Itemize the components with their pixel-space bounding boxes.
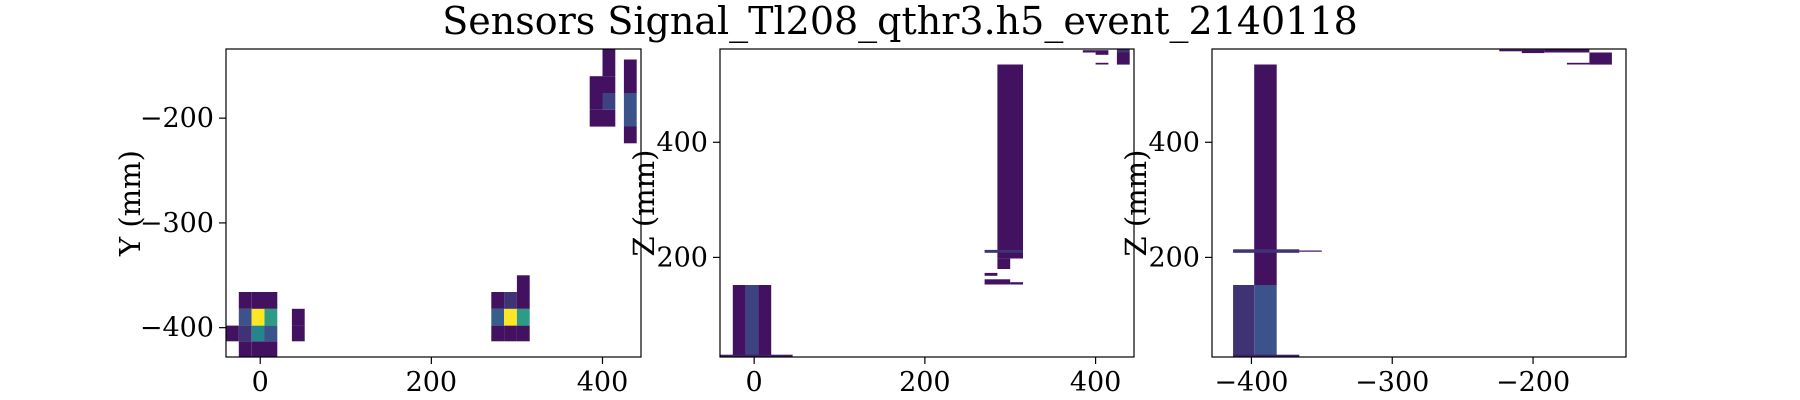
panel-xz-cell-6 — [997, 258, 1011, 269]
panel-xz-cell-0 — [732, 285, 746, 357]
panel-xz-xtick-label-0: 0 — [746, 367, 763, 398]
panel-xy-cell-22 — [516, 308, 530, 326]
panel-xy-ylabel: Y (mm) — [113, 150, 147, 257]
panel-xy-cell-10 — [264, 325, 278, 342]
panel-xy-cell-7 — [251, 308, 265, 326]
panel-xy-cell-17 — [491, 292, 505, 309]
panel-xz-cell-12 — [1095, 62, 1109, 65]
panel-xy-cell-8 — [251, 292, 265, 309]
panel-xz-cell-8 — [984, 279, 1011, 285]
panel-yz-cell-10 — [1589, 52, 1612, 65]
panel-yz-cell-6 — [1499, 49, 1522, 52]
panel-xz-cells — [720, 49, 1130, 357]
panel-xy-cell-14 — [291, 308, 305, 326]
panel-xy-cell-34 — [623, 59, 637, 93]
panel-xz-cell-9 — [1010, 282, 1023, 285]
panel-xy-xtick-label-1: 200 — [406, 367, 458, 398]
panel-xz-ylabel: Z (mm) — [627, 150, 661, 257]
panel-xz-ticks: 0 200 400 200 400 — [656, 127, 1121, 398]
panel-xy-ytick-label-2: −400 — [140, 313, 214, 344]
panel-xy-cell-30 — [602, 76, 616, 93]
panel-xy-cell-31 — [602, 49, 616, 77]
panel-xy-cell-18 — [504, 325, 517, 342]
panel-yz-cell-1 — [1254, 285, 1277, 357]
panel-yz-cell-8 — [1544, 49, 1590, 53]
panel-xy-xtick-label-0: 0 — [252, 367, 269, 398]
panel-xy: Y (mm) 0 200 400 −200 −300 −400 — [113, 48, 642, 398]
panel-xy-cell-28 — [602, 109, 616, 127]
panel-yz-xtick-label-0: −400 — [1214, 367, 1288, 398]
panel-yz-cells — [1233, 49, 1612, 357]
panel-xy-cell-15 — [491, 325, 505, 342]
panel-yz-xtick-label-1: −300 — [1355, 367, 1429, 398]
panel-xy-cell-23 — [516, 292, 530, 309]
panel-xz-cell-2 — [758, 285, 772, 357]
panel-xy-cell-9 — [264, 341, 278, 357]
panel-xy-cell-19 — [504, 308, 517, 326]
panel-xz-cell-10 — [1082, 50, 1096, 53]
panel-yz-cell-7 — [1521, 49, 1545, 54]
panel-xy-cell-21 — [516, 325, 530, 342]
panel-xy-frame — [225, 48, 642, 358]
panel-yz-cell-2 — [1254, 64, 1277, 285]
panel-xz-cell-7 — [984, 272, 998, 276]
panel-xz-cell-4 — [997, 64, 1023, 259]
panel-xz-cell-1 — [745, 285, 759, 357]
panel-xy-cell-33 — [623, 93, 637, 127]
panel-xy-ticks: 0 200 400 −200 −300 −400 — [140, 103, 628, 398]
panel-yz-ylabel: Z (mm) — [1119, 150, 1153, 257]
panel-xz-cell-3 — [720, 354, 793, 357]
panel-xy-xtick-label-2: 400 — [577, 367, 629, 398]
panel-xy-cell-16 — [491, 308, 505, 326]
panel-xy-cell-25 — [589, 109, 603, 127]
panel-yz-xtick-label-2: −200 — [1496, 367, 1570, 398]
panel-xy-cell-11 — [264, 308, 278, 326]
panel-xy-cell-32 — [623, 126, 637, 144]
panel-yz-cell-5 — [1233, 354, 1300, 357]
panel-yz-cell-9 — [1566, 62, 1590, 65]
panel-yz: Z (mm) −400 −300 −200 200 400 — [1119, 48, 1627, 398]
panel-xy-cell-2 — [238, 325, 252, 342]
panel-xy-ytick-label-1: −300 — [140, 208, 214, 239]
panel-yz-cell-4 — [1299, 250, 1322, 252]
panel-yz-cell-0 — [1233, 285, 1255, 357]
panel-xy-cell-3 — [238, 308, 252, 326]
panel-xz-cell-13 — [1116, 52, 1130, 65]
panel-xz-cell-14 — [1116, 49, 1130, 53]
panel-yz-frame — [1211, 48, 1627, 358]
panel-xz-xtick-label-2: 400 — [1070, 367, 1122, 398]
panel-xy-cell-0 — [226, 325, 239, 342]
panel-xy-cell-29 — [602, 93, 616, 110]
panel-yz-ytick-label-1: 400 — [1148, 127, 1200, 158]
panel-xy-cell-20 — [504, 292, 517, 309]
panel-xy-cell-1 — [238, 341, 252, 357]
panel-xy-ytick-label-0: −200 — [140, 103, 214, 134]
panel-xy-cell-12 — [264, 292, 278, 309]
panel-yz-cell-3 — [1233, 249, 1300, 253]
panel-xz-cell-11 — [1095, 50, 1109, 55]
panel-xz-xtick-label-1: 200 — [899, 367, 951, 398]
panel-xy-cells — [226, 49, 637, 357]
panel-xy-cell-5 — [251, 341, 265, 357]
panel-xy-cell-26 — [589, 93, 603, 110]
panel-xz-ytick-label-0: 200 — [656, 242, 708, 273]
panel-xy-cell-24 — [516, 275, 530, 293]
panel-xz-frame — [719, 48, 1135, 358]
panel-xz-ytick-label-1: 400 — [656, 127, 708, 158]
panel-yz-ytick-label-0: 200 — [1148, 242, 1200, 273]
panel-xz: Z (mm) 0 200 400 200 400 — [627, 48, 1135, 398]
panel-xy-cell-13 — [291, 325, 305, 342]
panel-yz-ticks: −400 −300 −200 200 400 — [1148, 127, 1570, 398]
chart-title: Sensors Signal_Tl208_qthr3.h5_event_2140… — [442, 0, 1358, 44]
panel-xy-cell-4 — [238, 292, 252, 309]
panel-xy-cell-27 — [589, 76, 603, 93]
panel-xy-cell-6 — [251, 325, 265, 342]
panel-xz-cell-5 — [984, 249, 1023, 253]
